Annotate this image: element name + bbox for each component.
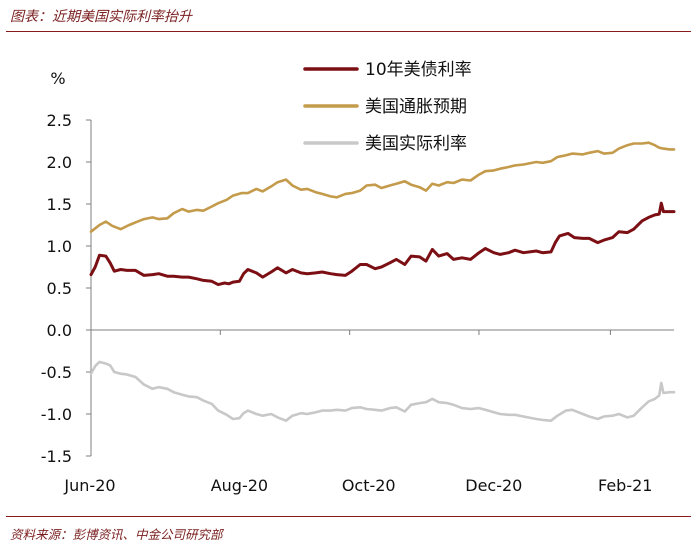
y-tick-label: 0.5	[47, 279, 72, 298]
x-tick-label: Aug-20	[211, 476, 268, 495]
legend-label: 美国实际利率	[365, 134, 467, 154]
x-tick-label: Jun-20	[63, 476, 115, 495]
y-tick-label: 2.0	[47, 153, 72, 172]
y-tick-label: 2.5	[47, 111, 72, 130]
figure-source: 资料来源：彭博资讯、中金公司研究部	[10, 527, 223, 542]
figure-title: 图表：近期美国实际利率抬升	[10, 9, 192, 25]
y-tick-label: 0.0	[47, 321, 72, 340]
y-tick-label: 1.0	[47, 237, 72, 256]
x-axis-ticks: Jun-20 Aug-20 Oct-20 Dec-20 Feb-21	[63, 330, 652, 495]
x-tick-label: Dec-20	[465, 476, 522, 495]
y-tick-label: -1.5	[41, 447, 72, 466]
series-line-0	[89, 201, 676, 287]
y-axis-unit: %	[50, 69, 65, 88]
series-line-1	[89, 141, 676, 233]
legend-label: 美国通胀预期	[365, 97, 467, 117]
series-lines	[89, 141, 676, 422]
series-line-2	[89, 360, 676, 422]
legend-label: 10年美债利率	[365, 60, 472, 80]
x-tick-label: Oct-20	[342, 476, 396, 495]
source-divider	[6, 516, 691, 517]
x-tick-label: Feb-21	[598, 476, 652, 495]
y-tick-label: -0.5	[41, 363, 72, 382]
title-divider	[6, 31, 691, 32]
y-tick-label: -1.0	[41, 405, 72, 424]
y-axis-ticks: 2.5 2.0 1.5 1.0 0.5 0.0 -0.5 -1.0 -1.5	[41, 111, 91, 466]
y-tick-label: 1.5	[47, 195, 72, 214]
